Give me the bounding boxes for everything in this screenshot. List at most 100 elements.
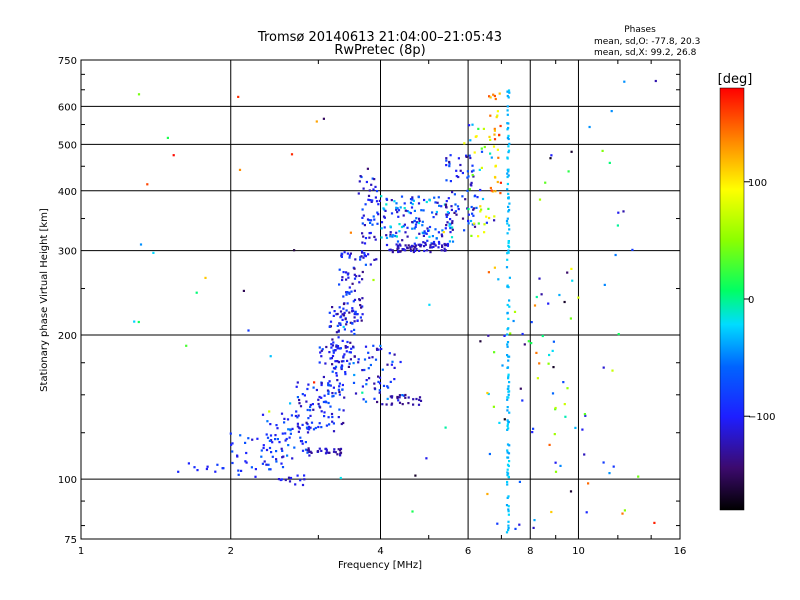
- data-point: [506, 188, 509, 191]
- data-point: [339, 451, 343, 454]
- data-point: [569, 317, 572, 320]
- data-point: [507, 174, 510, 177]
- data-point: [353, 267, 356, 270]
- data-point: [404, 249, 407, 252]
- data-point: [340, 360, 343, 363]
- data-point: [364, 255, 367, 258]
- data-point: [269, 423, 272, 426]
- data-point: [301, 483, 305, 487]
- data-point: [349, 252, 352, 255]
- data-point: [341, 339, 344, 342]
- data-point: [535, 351, 538, 354]
- data-point: [367, 198, 370, 201]
- data-point: [530, 342, 533, 345]
- data-point: [401, 248, 404, 251]
- data-point: [361, 270, 364, 274]
- data-point: [440, 205, 443, 208]
- data-point: [372, 215, 375, 218]
- data-point: [318, 346, 321, 349]
- data-point: [361, 208, 364, 211]
- x-tick-label: 16: [674, 546, 687, 557]
- data-point: [410, 244, 414, 247]
- data-point: [566, 387, 569, 390]
- data-point: [360, 255, 363, 258]
- data-point: [391, 249, 394, 252]
- data-point: [354, 258, 357, 261]
- data-point: [346, 302, 349, 305]
- data-point: [327, 382, 330, 385]
- data-point: [312, 428, 316, 431]
- data-point: [464, 198, 467, 201]
- data-point: [419, 399, 423, 402]
- data-point: [507, 385, 510, 388]
- data-point: [414, 244, 417, 247]
- data-point: [397, 250, 400, 253]
- data-point: [306, 423, 309, 426]
- data-point: [444, 203, 448, 206]
- data-point: [427, 229, 430, 232]
- data-point: [345, 320, 348, 323]
- data-point: [187, 462, 190, 465]
- data-point: [489, 152, 492, 155]
- data-point: [342, 325, 345, 328]
- data-point: [401, 239, 404, 242]
- data-point: [341, 388, 344, 391]
- data-point: [313, 381, 316, 384]
- data-point: [637, 475, 640, 478]
- data-point: [325, 449, 328, 452]
- data-point: [355, 275, 358, 278]
- data-point: [324, 452, 328, 455]
- data-point: [330, 412, 334, 416]
- data-point: [507, 464, 510, 468]
- data-point: [284, 432, 287, 435]
- data-point: [417, 221, 420, 225]
- data-point: [507, 151, 510, 154]
- data-point: [363, 224, 366, 227]
- data-point: [365, 379, 368, 382]
- data-point: [461, 171, 464, 175]
- data-point: [507, 427, 510, 430]
- data-point: [309, 409, 312, 412]
- data-point: [361, 297, 364, 300]
- data-point: [602, 366, 605, 369]
- data-point: [295, 385, 298, 388]
- data-point: [535, 295, 538, 299]
- data-point: [422, 234, 425, 237]
- data-point: [412, 403, 415, 406]
- data-point: [260, 455, 263, 458]
- data-point: [283, 417, 286, 420]
- x-tick-label: 1: [78, 546, 84, 557]
- x-axis-label: Frequency [MHz]: [338, 560, 422, 571]
- data-point: [380, 195, 383, 198]
- data-point: [231, 442, 234, 445]
- data-point: [239, 434, 242, 437]
- data-point: [523, 343, 526, 346]
- data-point: [327, 401, 330, 405]
- data-point: [507, 387, 510, 390]
- data-point: [268, 468, 271, 471]
- data-point: [488, 452, 491, 456]
- data-point: [507, 96, 510, 99]
- data-point: [307, 449, 310, 452]
- data-point: [338, 393, 341, 396]
- data-point: [548, 443, 551, 446]
- data-point: [335, 331, 338, 334]
- data-point: [566, 271, 569, 274]
- data-point: [324, 447, 327, 450]
- data-point: [434, 201, 437, 204]
- data-point: [301, 449, 305, 452]
- data-point: [357, 358, 360, 361]
- data-point: [389, 235, 392, 238]
- data-point: [389, 380, 392, 383]
- data-point: [374, 358, 378, 361]
- data-point: [324, 362, 327, 365]
- data-point: [346, 273, 349, 276]
- data-point: [333, 448, 336, 451]
- data-point: [423, 249, 426, 253]
- data-point: [271, 441, 274, 444]
- data-point: [345, 293, 348, 296]
- data-point: [343, 396, 346, 399]
- chart-subtitle: RwPretec (8p): [334, 43, 425, 58]
- data-point: [364, 203, 367, 206]
- data-point: [204, 276, 207, 279]
